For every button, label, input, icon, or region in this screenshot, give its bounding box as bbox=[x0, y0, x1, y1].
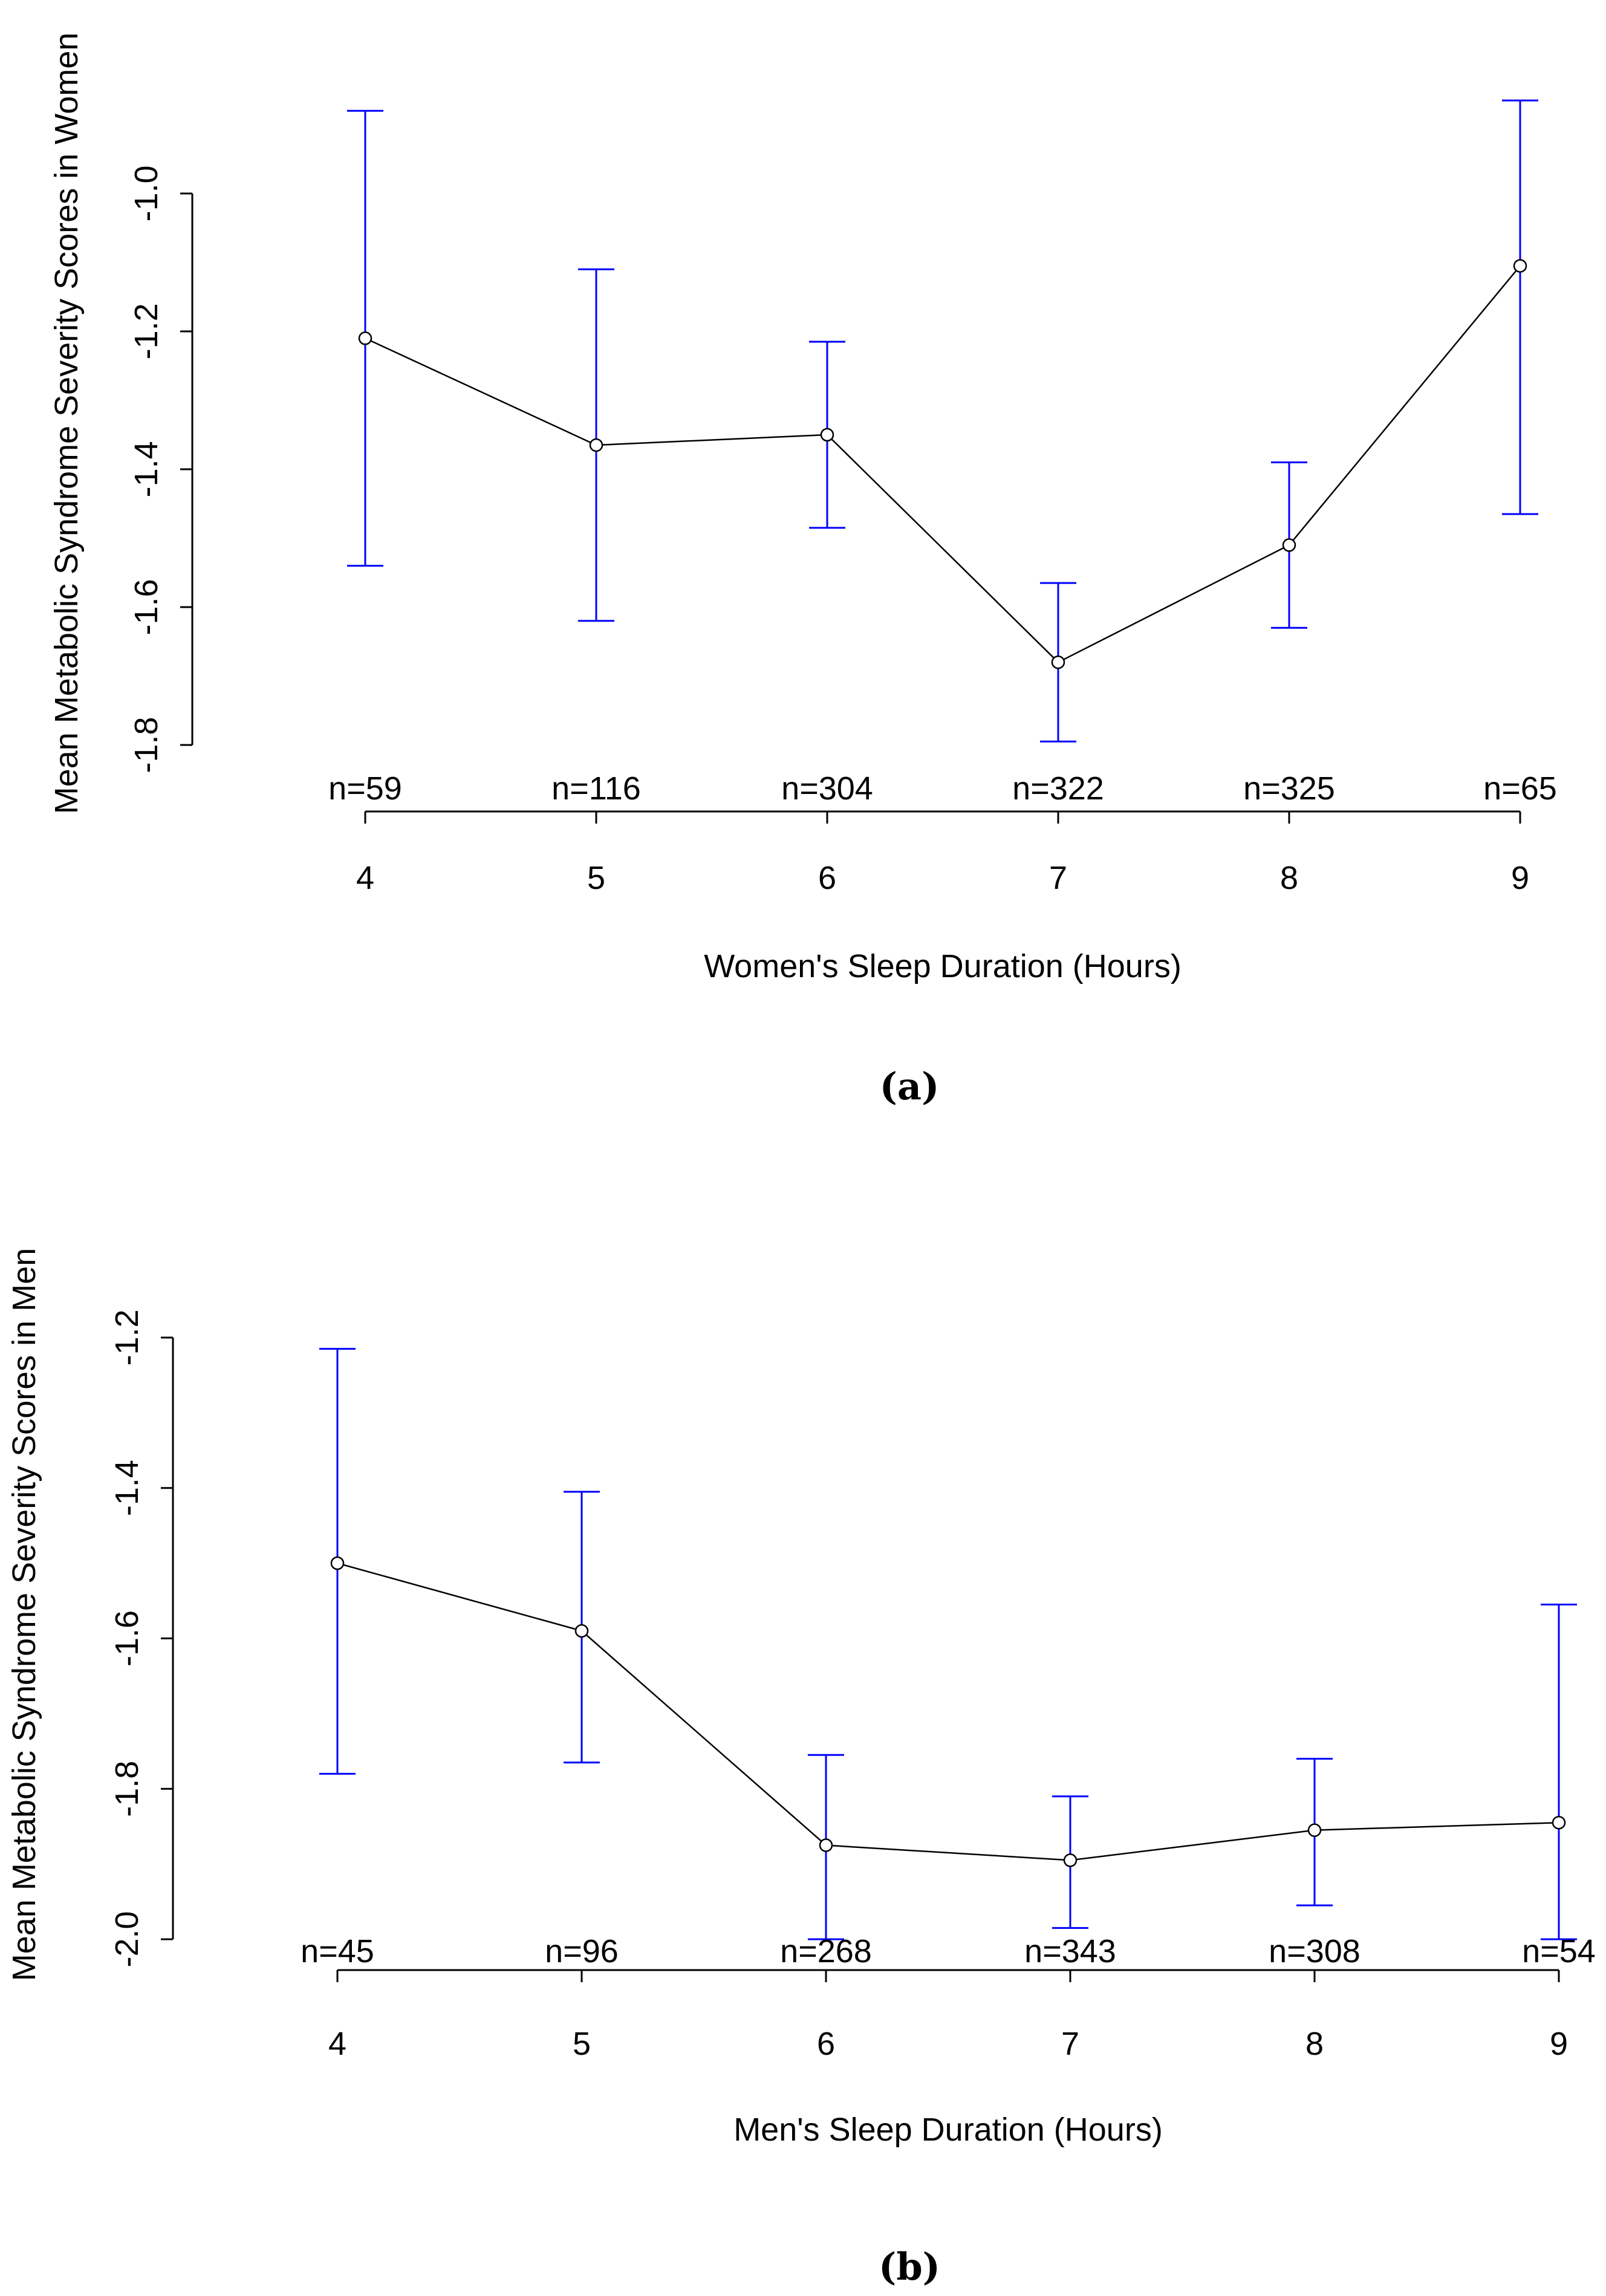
data-point bbox=[1051, 655, 1065, 669]
y-tick-label: -1.8 bbox=[128, 717, 164, 773]
n-label: n=304 bbox=[781, 770, 873, 807]
data-point bbox=[1282, 538, 1296, 552]
n-label: n=268 bbox=[780, 1933, 872, 1969]
data-point bbox=[330, 1556, 345, 1570]
mean-series-line bbox=[337, 1562, 1559, 1861]
x-tick-label: 5 bbox=[573, 2026, 591, 2062]
n-label: n=59 bbox=[328, 770, 402, 807]
data-point bbox=[819, 1838, 833, 1852]
n-label: n=116 bbox=[551, 770, 641, 807]
x-tick-label: 4 bbox=[356, 860, 374, 896]
panel-caption: (a) bbox=[880, 1064, 940, 1108]
data-point bbox=[1307, 1823, 1322, 1837]
panel-b-men: -2.0 -1.8 -1.6 -1.4 -1.2 4 5 6 7 8 9 n=45 n=96 n=268 n… bbox=[6, 1248, 1596, 2289]
n-label: n=65 bbox=[1483, 770, 1557, 807]
x-tick-label: 9 bbox=[1550, 2026, 1568, 2062]
y-tick-label: -2.0 bbox=[109, 1911, 145, 1967]
x-tick-label: 6 bbox=[818, 860, 836, 896]
data-point bbox=[358, 331, 372, 345]
x-tick-label: 9 bbox=[1511, 860, 1529, 896]
n-label: n=96 bbox=[545, 1933, 619, 1969]
data-point bbox=[1552, 1815, 1566, 1830]
y-tick-label: -1.2 bbox=[109, 1309, 145, 1365]
n-label: n=325 bbox=[1243, 770, 1335, 807]
n-label: n=322 bbox=[1012, 770, 1104, 807]
x-tick-label: 8 bbox=[1280, 860, 1298, 896]
y-tick-label: -1.6 bbox=[128, 579, 164, 635]
y-tick-label: -1.4 bbox=[128, 441, 164, 497]
data-point bbox=[1063, 1853, 1078, 1867]
n-label: n=54 bbox=[1522, 1933, 1596, 1969]
x-tick-label: 4 bbox=[328, 2026, 346, 2062]
x-tick-label: 8 bbox=[1305, 2026, 1324, 2062]
y-axis-title: Mean Metabolic Syndrome Severity Scores … bbox=[48, 33, 85, 815]
x-tick-label: 7 bbox=[1049, 860, 1067, 896]
y-tick-label: -1.6 bbox=[109, 1610, 145, 1667]
data-point bbox=[820, 428, 834, 442]
x-tick-label: 7 bbox=[1061, 2026, 1079, 2062]
y-tick-label: -1.2 bbox=[128, 303, 164, 359]
x-axis-title: Women's Sleep Duration (Hours) bbox=[704, 948, 1182, 984]
x-tick-label: 5 bbox=[587, 860, 605, 896]
panel-a-women: -1.8 -1.6 -1.4 -1.2 -1.0 4 5 6 7 8 9 n=59 n=116 n=304… bbox=[48, 33, 1557, 1108]
n-label: n=45 bbox=[301, 1933, 374, 1969]
mean-series-line bbox=[365, 265, 1521, 663]
y-tick-label: -1.0 bbox=[128, 165, 164, 221]
y-axis-title: Mean Metabolic Syndrome Severity Scores … bbox=[6, 1248, 42, 1982]
data-point bbox=[589, 438, 603, 452]
n-label: n=308 bbox=[1269, 1933, 1361, 1969]
data-point bbox=[574, 1624, 589, 1638]
n-label: n=343 bbox=[1024, 1933, 1116, 1969]
y-tick-label: -1.8 bbox=[109, 1761, 145, 1817]
data-point bbox=[1513, 259, 1527, 273]
x-tick-label: 6 bbox=[817, 2026, 835, 2062]
panel-caption: (b) bbox=[879, 2245, 940, 2289]
x-axis-title: Men's Sleep Duration (Hours) bbox=[733, 2112, 1163, 2148]
y-tick-label: -1.4 bbox=[109, 1460, 145, 1516]
